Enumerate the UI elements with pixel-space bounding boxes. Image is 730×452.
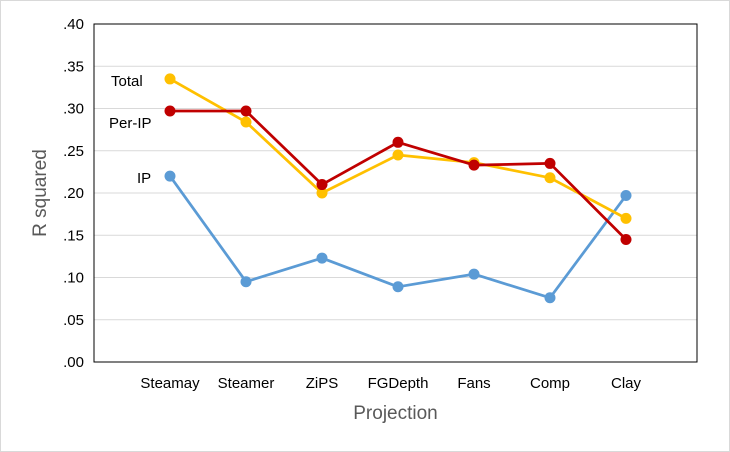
data-point-ip	[544, 292, 556, 304]
data-point-per-ip	[468, 159, 480, 171]
data-point-per-ip	[392, 136, 404, 148]
y-tick-label: .20	[63, 185, 84, 202]
x-tick-label: Steamer	[218, 375, 275, 392]
series-label-ip: IP	[137, 170, 151, 187]
data-point-per-ip	[164, 105, 176, 117]
data-point-total	[620, 212, 632, 224]
plot-area-border	[93, 23, 698, 363]
data-point-total	[316, 187, 328, 199]
series-line-total	[169, 77, 627, 220]
series-label-total: Total	[111, 73, 143, 90]
data-point-per-ip	[544, 157, 556, 169]
x-tick-label: Steamay	[140, 375, 200, 392]
y-tick-label: .15	[63, 227, 84, 244]
data-point-total	[544, 172, 556, 184]
data-point-ip	[316, 252, 328, 264]
data-point-per-ip	[620, 233, 632, 245]
data-point-per-ip	[240, 105, 252, 117]
y-tick-label: .05	[63, 312, 84, 329]
y-tick-label: .25	[63, 143, 84, 160]
x-tick-label: Comp	[530, 375, 570, 392]
series-total	[164, 73, 632, 224]
y-tick-label: .10	[63, 270, 84, 287]
data-point-ip	[164, 170, 176, 182]
y-tick-label: .40	[63, 16, 84, 33]
y-tick-label: .35	[63, 58, 84, 75]
gridlines	[94, 65, 697, 321]
x-tick-labels: Steamay Steamer ZiPS FGDepth Fans Comp Clay	[140, 375, 641, 392]
series-ip	[164, 170, 632, 304]
data-point-per-ip	[316, 179, 328, 191]
x-axis-title: Projection	[353, 403, 438, 424]
data-point-total	[240, 116, 252, 128]
x-tick-label: ZiPS	[306, 375, 339, 392]
data-point-total	[164, 73, 176, 85]
x-tick-label: Fans	[457, 375, 490, 392]
data-point-ip	[468, 268, 480, 280]
series-line-ip	[168, 175, 628, 300]
series-per-ip	[164, 105, 632, 245]
series-label-per-ip: Per-IP	[109, 115, 152, 132]
x-tick-label: Clay	[611, 375, 642, 392]
series-line-per-ip	[170, 109, 627, 241]
y-axis-title: R squared	[30, 149, 51, 237]
y-tick-label: .30	[63, 101, 84, 118]
y-tick-labels: .00 .05 .10 .15 .20 .25 .30 .35 .40	[63, 16, 84, 371]
data-point-ip	[240, 276, 252, 288]
data-point-total	[392, 149, 404, 161]
series-labels: IP Total Per-IP	[109, 73, 152, 187]
x-tick-label: FGDepth	[368, 375, 429, 392]
data-point-ip	[392, 281, 404, 293]
y-tick-label: .00	[63, 354, 84, 371]
series-group	[164, 73, 632, 304]
data-point-ip	[620, 190, 632, 202]
